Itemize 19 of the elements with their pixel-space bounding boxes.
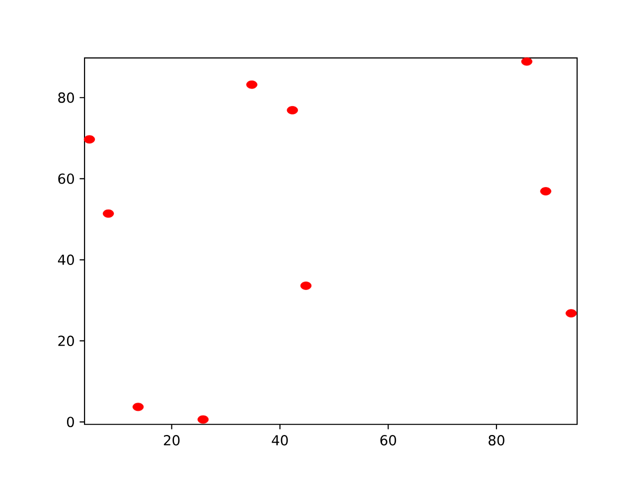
point (300, 282, 312, 290)
point (566, 309, 577, 318)
point (102, 210, 114, 218)
y-tick-label: 60 (58, 174, 74, 184)
y-tick-label: 40 (58, 254, 74, 266)
point (198, 415, 209, 424)
point (246, 80, 258, 89)
point (84, 135, 95, 144)
x-tick-label: 40 (272, 435, 288, 446)
x-tick-label: 80 (488, 435, 504, 446)
point (132, 402, 144, 412)
y-tick-label: 80 (58, 92, 74, 103)
x-tick-label: 60 (380, 435, 396, 446)
x-tick-label: 20 (164, 435, 180, 446)
point (521, 58, 532, 66)
y-tick-label: 0 (67, 416, 74, 428)
y-tick-label: 20 (58, 336, 74, 346)
point (540, 187, 552, 196)
point (286, 106, 298, 115)
